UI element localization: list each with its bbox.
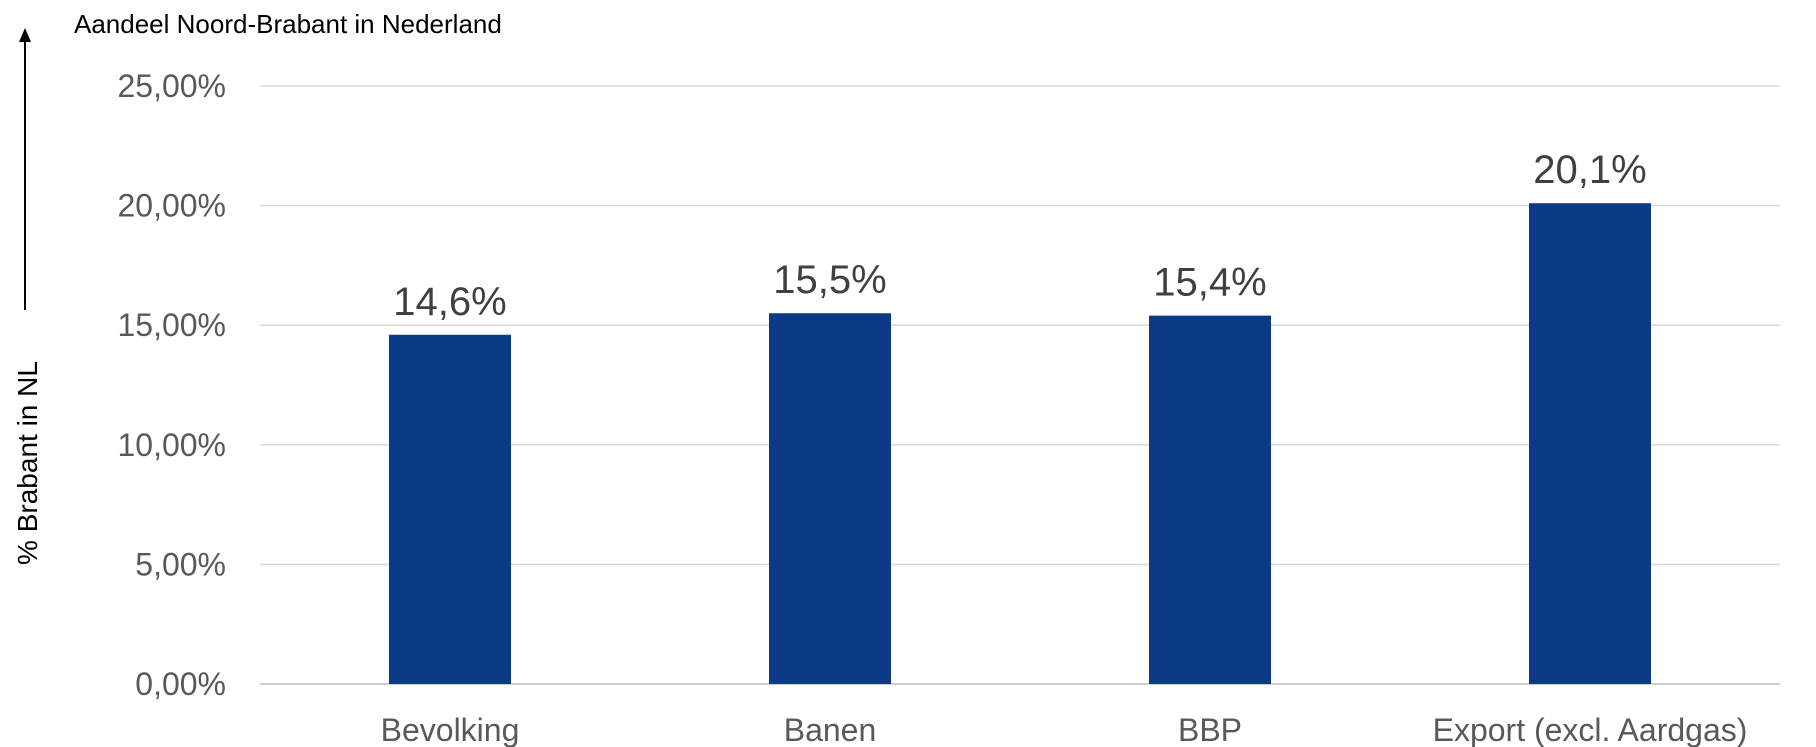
data-labels: 14,6% 15,5% 15,4% 20,1% — [393, 148, 1646, 324]
category-label: Bevolking — [381, 712, 520, 747]
category-label: Banen — [784, 712, 877, 747]
bar — [769, 313, 891, 684]
y-tick-label: 5,00% — [135, 546, 226, 582]
data-label: 15,4% — [1153, 261, 1266, 305]
y-axis-label: % Brabant in NL — [12, 361, 43, 565]
bars — [389, 203, 1651, 684]
bar — [389, 334, 511, 684]
bar — [1149, 315, 1271, 684]
category-label: BBP — [1178, 712, 1242, 747]
bar — [1529, 203, 1651, 684]
chart-title: Aandeel Noord-Brabant in Nederland — [74, 9, 502, 39]
y-tick-label: 20,00% — [117, 188, 226, 224]
data-label: 14,6% — [393, 280, 506, 324]
gridlines — [260, 85, 1780, 685]
y-tick-label: 15,00% — [117, 307, 226, 343]
data-label: 15,5% — [773, 258, 886, 302]
y-axis-arrow-head — [19, 28, 31, 42]
y-tick-labels: 0,00% 5,00% 10,00% 15,00% 20,00% 25,00% — [117, 68, 226, 702]
y-tick-label: 0,00% — [135, 666, 226, 702]
category-label: Export (excl. Aardgas) — [1433, 712, 1748, 747]
y-tick-label: 10,00% — [117, 427, 226, 463]
category-labels: Bevolking Banen BBP Export (excl. Aardgas) — [381, 712, 1748, 747]
y-tick-label: 25,00% — [117, 68, 226, 104]
data-label: 20,1% — [1533, 148, 1646, 192]
